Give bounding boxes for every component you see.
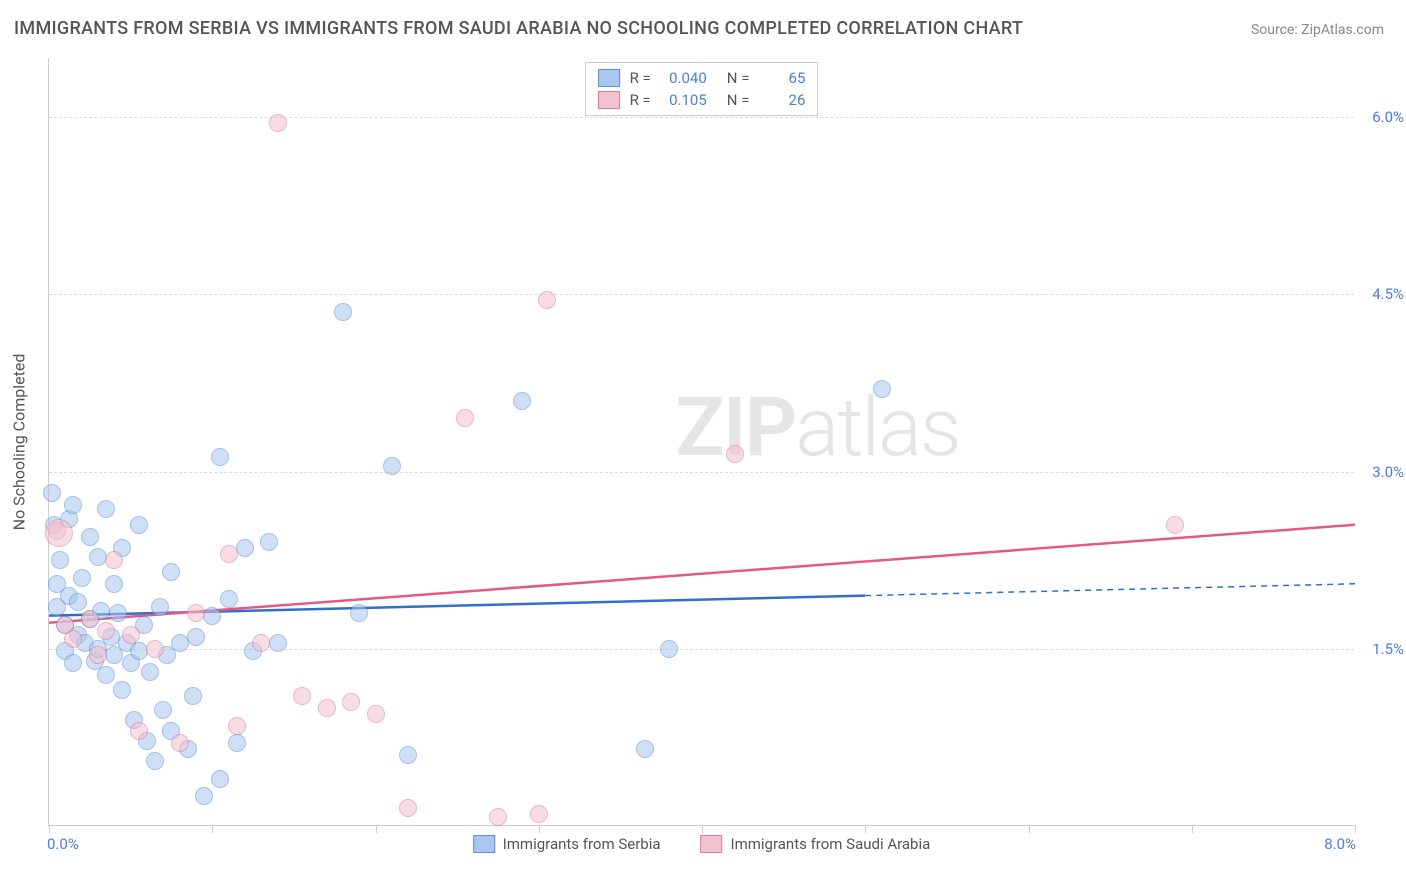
- data-point: [97, 500, 115, 518]
- r-label-1: R =: [630, 91, 651, 109]
- n-label-1: N =: [727, 91, 750, 109]
- data-point: [228, 734, 246, 752]
- data-point: [269, 634, 287, 652]
- data-point: [146, 640, 164, 658]
- swatch-series-1: [598, 91, 620, 109]
- data-point: [873, 380, 891, 398]
- data-point: [636, 740, 654, 758]
- source-label: Source: ZipAtlas.com: [1251, 22, 1384, 38]
- data-point: [171, 634, 189, 652]
- data-point: [318, 699, 336, 717]
- data-point: [211, 448, 229, 466]
- data-point: [105, 551, 123, 569]
- data-point: [122, 626, 140, 644]
- plot-area: No Schooling Completed 1.5%3.0%4.5%6.0% …: [48, 58, 1354, 826]
- data-point: [162, 563, 180, 581]
- swatch-bottom-0: [473, 835, 495, 853]
- legend-stats-row-0: R = 0.040 N = 65: [598, 67, 806, 89]
- data-point: [293, 687, 311, 705]
- data-point: [184, 687, 202, 705]
- data-point: [97, 666, 115, 684]
- scatter-points: [49, 58, 1354, 825]
- data-point: [399, 746, 417, 764]
- data-point: [64, 654, 82, 672]
- data-point: [64, 496, 82, 514]
- n-label-0: N =: [727, 69, 750, 87]
- data-point: [513, 392, 531, 410]
- data-point: [171, 734, 189, 752]
- data-point: [130, 516, 148, 534]
- x-min-label: 0.0%: [47, 835, 79, 853]
- legend-item-0: Immigrants from Serbia: [473, 835, 661, 853]
- legend-stats: R = 0.040 N = 65 R = 0.105 N = 26: [585, 62, 819, 116]
- r-value-1: 0.105: [661, 91, 707, 109]
- data-point: [81, 610, 99, 628]
- legend-series: Immigrants from Serbia Immigrants from S…: [473, 835, 931, 853]
- data-point: [269, 114, 287, 132]
- data-point: [220, 545, 238, 563]
- data-point: [81, 528, 99, 546]
- x-max-label: 8.0%: [1324, 835, 1356, 853]
- legend-label-1: Immigrants from Saudi Arabia: [731, 835, 931, 853]
- data-point: [141, 663, 159, 681]
- data-point: [350, 604, 368, 622]
- data-point: [252, 634, 270, 652]
- data-point: [73, 569, 91, 587]
- data-point: [187, 604, 205, 622]
- data-point: [530, 805, 548, 823]
- data-point: [456, 409, 474, 427]
- data-point: [236, 539, 254, 557]
- data-point: [538, 291, 556, 309]
- data-point: [1166, 516, 1184, 534]
- data-point: [342, 693, 360, 711]
- r-label-0: R =: [630, 69, 651, 87]
- data-point: [228, 717, 246, 735]
- data-point: [69, 593, 87, 611]
- legend-label-0: Immigrants from Serbia: [503, 835, 661, 853]
- n-value-1: 26: [759, 91, 805, 109]
- data-point: [203, 607, 221, 625]
- legend-stats-row-1: R = 0.105 N = 26: [598, 89, 806, 111]
- data-point: [130, 722, 148, 740]
- data-point: [367, 705, 385, 723]
- data-point: [113, 681, 131, 699]
- data-point: [89, 548, 107, 566]
- data-point-large: [45, 519, 73, 547]
- data-point: [97, 622, 115, 640]
- data-point: [43, 484, 61, 502]
- legend-item-1: Immigrants from Saudi Arabia: [701, 835, 931, 853]
- data-point: [489, 808, 507, 826]
- data-point: [399, 799, 417, 817]
- data-point: [195, 787, 213, 805]
- chart-title: IMMIGRANTS FROM SERBIA VS IMMIGRANTS FRO…: [14, 18, 1023, 39]
- data-point: [220, 590, 238, 608]
- data-point: [151, 598, 169, 616]
- n-value-0: 65: [759, 69, 805, 87]
- data-point: [64, 630, 82, 648]
- data-point: [105, 575, 123, 593]
- data-point: [51, 551, 69, 569]
- data-point: [154, 701, 172, 719]
- data-point: [260, 533, 278, 551]
- data-point: [187, 628, 205, 646]
- data-point: [334, 303, 352, 321]
- y-axis-title: No Schooling Completed: [10, 353, 29, 530]
- swatch-bottom-1: [701, 835, 723, 853]
- swatch-series-0: [598, 69, 620, 87]
- data-point: [146, 752, 164, 770]
- data-point: [89, 646, 107, 664]
- data-point: [211, 770, 229, 788]
- r-value-0: 0.040: [661, 69, 707, 87]
- data-point: [383, 457, 401, 475]
- data-point: [109, 604, 127, 622]
- data-point: [130, 642, 148, 660]
- data-point: [660, 640, 678, 658]
- data-point: [726, 445, 744, 463]
